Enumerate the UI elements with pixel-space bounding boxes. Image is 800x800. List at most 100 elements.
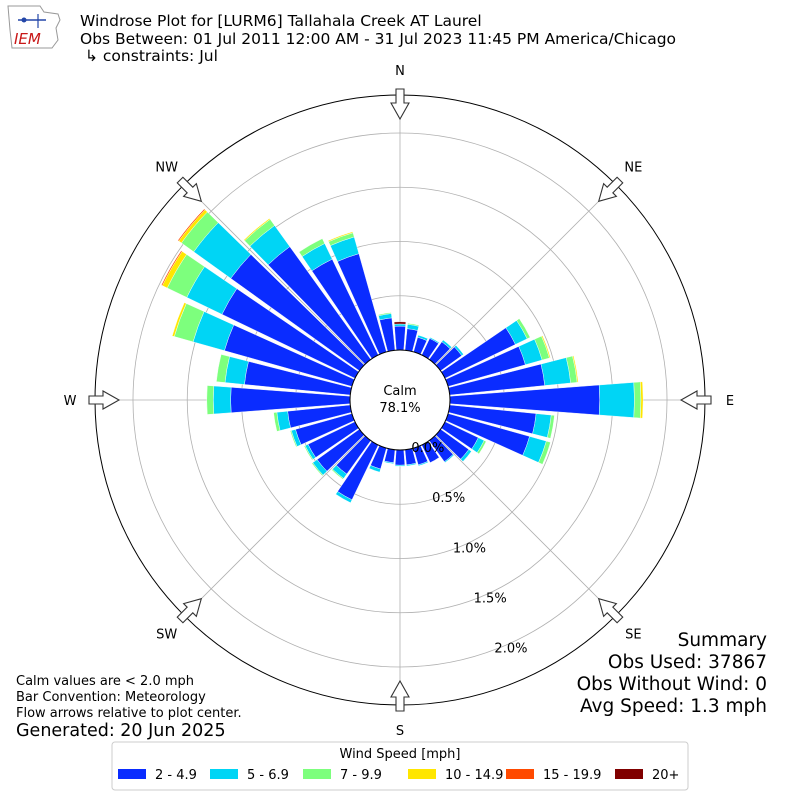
direction-label-sw: SW bbox=[156, 627, 177, 642]
windrose-bar-310-4 bbox=[177, 208, 206, 242]
angular-grid-line bbox=[184, 435, 365, 616]
direction-label-ne: NE bbox=[624, 161, 642, 176]
legend-label: 2 - 4.9 bbox=[155, 768, 197, 783]
windrose-bar-200-1 bbox=[368, 465, 381, 473]
windrose-bar-140-1 bbox=[444, 454, 455, 463]
radial-tick-label: 0.0% bbox=[411, 441, 444, 456]
legend-item: 15 - 19.9 bbox=[506, 768, 601, 783]
windrose-bar-30-1 bbox=[429, 337, 440, 344]
windrose-bar-350-2 bbox=[378, 312, 392, 317]
summary-title: Summary bbox=[678, 630, 767, 651]
angular-grid-line bbox=[435, 435, 616, 616]
direction-label-n: N bbox=[395, 64, 405, 79]
direction-label-nw: NW bbox=[155, 161, 178, 176]
logo-text: IEM bbox=[14, 30, 41, 48]
direction-label-e: E bbox=[726, 394, 734, 409]
legend-item: 10 - 14.9 bbox=[408, 768, 503, 783]
windrose-bar-180-0 bbox=[394, 449, 406, 466]
angular-grid-line bbox=[435, 184, 616, 365]
flow-arrows bbox=[88, 88, 712, 712]
windrose-bar-220-2 bbox=[331, 468, 344, 480]
chart-subtitle-period: Obs Between: 01 Jul 2011 12:00 AM - 31 J… bbox=[80, 30, 676, 48]
legend-item: 20+ bbox=[615, 768, 679, 783]
note-calm: Calm values are < 2.0 mph bbox=[16, 674, 194, 689]
legend-item: 5 - 6.9 bbox=[210, 768, 289, 783]
windrose-bar-290-3 bbox=[171, 302, 187, 337]
windrose-bar-50-1 bbox=[454, 345, 464, 356]
radial-tick-label: 2.0% bbox=[494, 642, 527, 657]
legend-title: Wind Speed [mph] bbox=[340, 747, 461, 762]
iem-logo: IEM bbox=[7, 5, 61, 49]
summary-obs-without-wind: Obs Without Wind: 0 bbox=[577, 674, 767, 695]
legend-label: 7 - 9.9 bbox=[340, 768, 382, 783]
windrose-bar-190-1 bbox=[383, 460, 394, 465]
windrose-bar-250-2 bbox=[289, 430, 298, 448]
legend-label: 15 - 19.9 bbox=[543, 768, 601, 783]
windrose-bar-10-2 bbox=[407, 323, 420, 327]
radial-tick-label: 0.5% bbox=[432, 491, 465, 506]
flow-arrow-icon bbox=[390, 88, 410, 121]
windrose-bar-340-3 bbox=[327, 231, 354, 242]
direction-label-s: S bbox=[396, 724, 404, 739]
windrose-bar-90-2 bbox=[633, 381, 642, 419]
radial-tick-labels: 0.0% 0.5% 1.0% 1.5% 2.0% bbox=[411, 441, 527, 657]
windrose-bar-230-2 bbox=[311, 462, 324, 477]
windrose-bar-270-2 bbox=[206, 385, 215, 415]
windrose-bar-80-3 bbox=[572, 355, 579, 383]
windrose-bar-90-3 bbox=[640, 381, 644, 419]
windrose-bar-300-4 bbox=[161, 250, 183, 286]
windrose-bar-330-2 bbox=[298, 238, 325, 257]
windrose-bar-120-2 bbox=[476, 440, 487, 455]
calm-circle bbox=[349, 349, 451, 451]
windrose-bar-90-1 bbox=[598, 382, 635, 418]
windrose-bar-110-2 bbox=[538, 440, 551, 465]
direction-labels: N NE E SE S SW W NW bbox=[64, 64, 735, 739]
summary-obs-used: Obs Used: 37867 bbox=[608, 652, 767, 673]
windrose-bar-40-1 bbox=[441, 339, 452, 349]
calm-label: Calm bbox=[383, 384, 416, 399]
windrose-bar-180-1 bbox=[394, 464, 406, 467]
windrose-bar-210-1 bbox=[335, 491, 353, 504]
flow-arrow-icon bbox=[597, 176, 624, 203]
note-flow-arrows: Flow arrows relative to plot center. bbox=[16, 706, 242, 721]
windrose-bar-280-2 bbox=[216, 354, 230, 383]
chart-subtitle-constraints: ↳ constraints: Jul bbox=[85, 47, 218, 65]
windrose-bar-130-1 bbox=[460, 449, 472, 462]
direction-label-se: SE bbox=[625, 627, 641, 642]
legend: Wind Speed [mph] 2 - 4.9 5 - 6.9 7 - 9.9 10… bbox=[111, 741, 689, 791]
windrose-bar-0-0 bbox=[394, 325, 406, 351]
windrose-bar-320-3 bbox=[243, 218, 271, 242]
flow-arrow-icon bbox=[597, 597, 624, 624]
windrose-bar-240-2 bbox=[303, 445, 314, 461]
windrose-bar-0-5 bbox=[393, 321, 407, 325]
windrose-bar-70-3 bbox=[541, 335, 551, 359]
windrose-bar-0-1 bbox=[394, 323, 406, 327]
radial-tick-label: 1.5% bbox=[474, 591, 507, 606]
radial-tick-label: 1.0% bbox=[453, 541, 486, 556]
windrose-bar-170-1 bbox=[406, 462, 417, 467]
chart-title: Windrose Plot for [LURM6] Tallahala Cree… bbox=[80, 12, 482, 30]
summary-avg-speed: Avg Speed: 1.3 mph bbox=[580, 696, 767, 717]
flow-arrow-icon bbox=[176, 176, 203, 203]
legend-item: 7 - 9.9 bbox=[303, 768, 382, 783]
angular-grid-line bbox=[184, 184, 365, 365]
note-bar-convention: Bar Convention: Meteorology bbox=[16, 690, 206, 705]
legend-label: 5 - 6.9 bbox=[247, 768, 289, 783]
windrose-bar-60-2 bbox=[516, 318, 531, 340]
windrose-bar-20-1 bbox=[417, 334, 428, 341]
flow-arrow-icon bbox=[88, 390, 121, 410]
calm-value: 78.1% bbox=[379, 401, 420, 416]
windrose-bar-100-2 bbox=[547, 414, 555, 439]
legend-item: 2 - 4.9 bbox=[118, 768, 197, 783]
flow-arrow-icon bbox=[176, 597, 203, 624]
legend-label: 20+ bbox=[652, 768, 679, 783]
windrose-bar-270-1 bbox=[213, 385, 232, 415]
generated-date: Generated: 20 Jun 2025 bbox=[16, 721, 226, 741]
flow-arrow-icon bbox=[679, 390, 712, 410]
flow-arrow-icon bbox=[390, 679, 410, 712]
legend-label: 10 - 14.9 bbox=[445, 768, 503, 783]
windrose-bars bbox=[161, 208, 644, 504]
windrose-bar-160-1 bbox=[417, 461, 429, 467]
windrose-bar-260-2 bbox=[273, 412, 281, 432]
